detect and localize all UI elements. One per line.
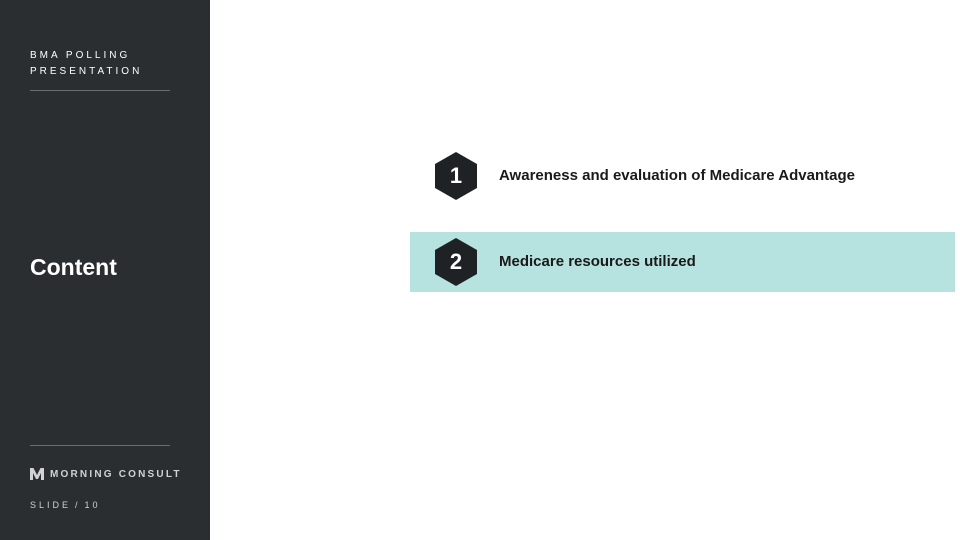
item-text: Awareness and evaluation of Medicare Adv… (499, 166, 855, 186)
footer-divider (30, 445, 170, 446)
item-text: Medicare resources utilized (499, 252, 696, 272)
slide-separator: / (75, 500, 81, 510)
brand-name: MORNING CONSULT (50, 469, 182, 480)
sidebar: BMA POLLING PRESENTATION Content MORNING… (0, 0, 210, 540)
header-divider (30, 90, 170, 91)
presentation-header: BMA POLLING PRESENTATION (30, 48, 180, 91)
hexagon-badge: 2 (435, 238, 477, 286)
slide-label: SLIDE (30, 500, 71, 510)
item-number: 2 (450, 249, 462, 275)
slide-indicator: SLIDE / 10 (30, 500, 182, 510)
header-line-1: BMA POLLING (30, 48, 180, 64)
item-number: 1 (450, 163, 462, 189)
header-line-2: PRESENTATION (30, 64, 180, 80)
sidebar-footer: MORNING CONSULT SLIDE / 10 (30, 445, 182, 510)
main-content: 1 Awareness and evaluation of Medicare A… (210, 0, 960, 540)
content-item-2-highlighted: 2 Medicare resources utilized (410, 232, 955, 292)
brand-row: MORNING CONSULT (30, 468, 182, 480)
sidebar-title: Content (30, 254, 117, 281)
hexagon-badge: 1 (435, 152, 477, 200)
slide-number: 10 (85, 500, 101, 510)
content-item-1: 1 Awareness and evaluation of Medicare A… (435, 146, 915, 206)
brand-logo-icon (30, 468, 44, 480)
